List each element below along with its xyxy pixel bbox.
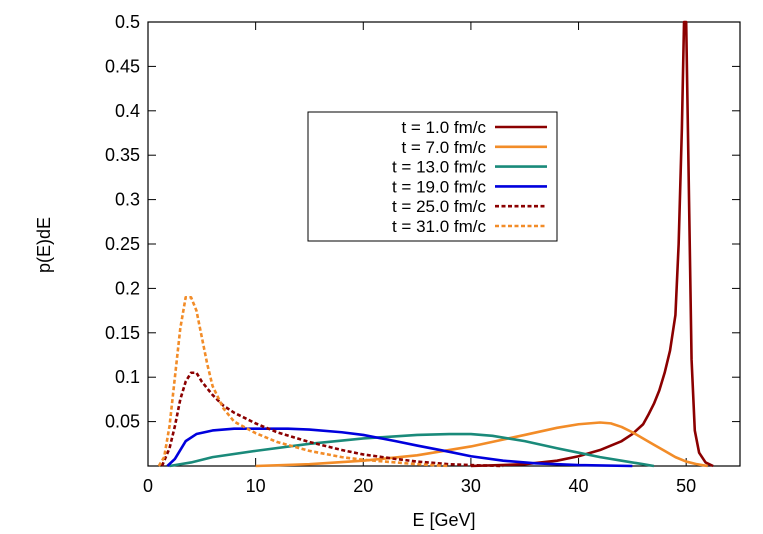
y-tick-label: 0.15 xyxy=(105,323,140,343)
plot-frame xyxy=(147,21,741,467)
legend-label: t = 1.0 fm/c xyxy=(401,118,486,137)
axis-ticks xyxy=(147,21,740,466)
legend-label: t = 31.0 fm/c xyxy=(392,217,487,236)
series-line-1 xyxy=(470,20,714,468)
series-lines xyxy=(157,20,714,468)
x-tick-label: 10 xyxy=(246,476,266,496)
legend-label: t = 13.0 fm/c xyxy=(392,158,487,177)
y-tick-label: 0.5 xyxy=(115,12,140,32)
x-tick-label: 0 xyxy=(143,476,153,496)
y-tick-label: 0.3 xyxy=(115,190,140,210)
x-axis-label: E [GeV] xyxy=(412,510,475,530)
x-tick-labels: 0 10 20 30 40 50 xyxy=(143,476,696,496)
y-tick-label: 0.4 xyxy=(115,101,140,121)
legend-box xyxy=(307,111,558,242)
legend-label: t = 25.0 fm/c xyxy=(392,197,487,216)
series-line-3 xyxy=(169,432,655,468)
series-line-6 xyxy=(157,295,450,468)
y-tick-label: 0.45 xyxy=(105,56,140,76)
y-tick-label: 0.05 xyxy=(105,412,140,432)
legend: t = 1.0 fm/ct = 7.0 fm/ct = 13.0 fm/ct =… xyxy=(307,111,558,242)
series-line-2 xyxy=(255,421,708,468)
legend-label: t = 19.0 fm/c xyxy=(392,177,487,196)
y-tick-label: 0.25 xyxy=(105,234,140,254)
y-tick-label: 0.35 xyxy=(105,145,140,165)
y-tick-labels: 0.05 0.1 0.15 0.2 0.25 0.3 0.35 0.4 0.45 0.5 xyxy=(105,12,140,432)
series-line-4 xyxy=(166,427,633,468)
legend-label: t = 7.0 fm/c xyxy=(401,138,486,157)
y-tick-label: 0.1 xyxy=(115,367,140,387)
x-tick-label: 20 xyxy=(353,476,373,496)
y-tick-label: 0.2 xyxy=(115,278,140,298)
series-line-5 xyxy=(160,371,504,468)
x-tick-label: 50 xyxy=(676,476,696,496)
x-tick-label: 40 xyxy=(569,476,589,496)
x-tick-label: 30 xyxy=(461,476,481,496)
y-axis-label: p(E)dE xyxy=(34,217,54,273)
